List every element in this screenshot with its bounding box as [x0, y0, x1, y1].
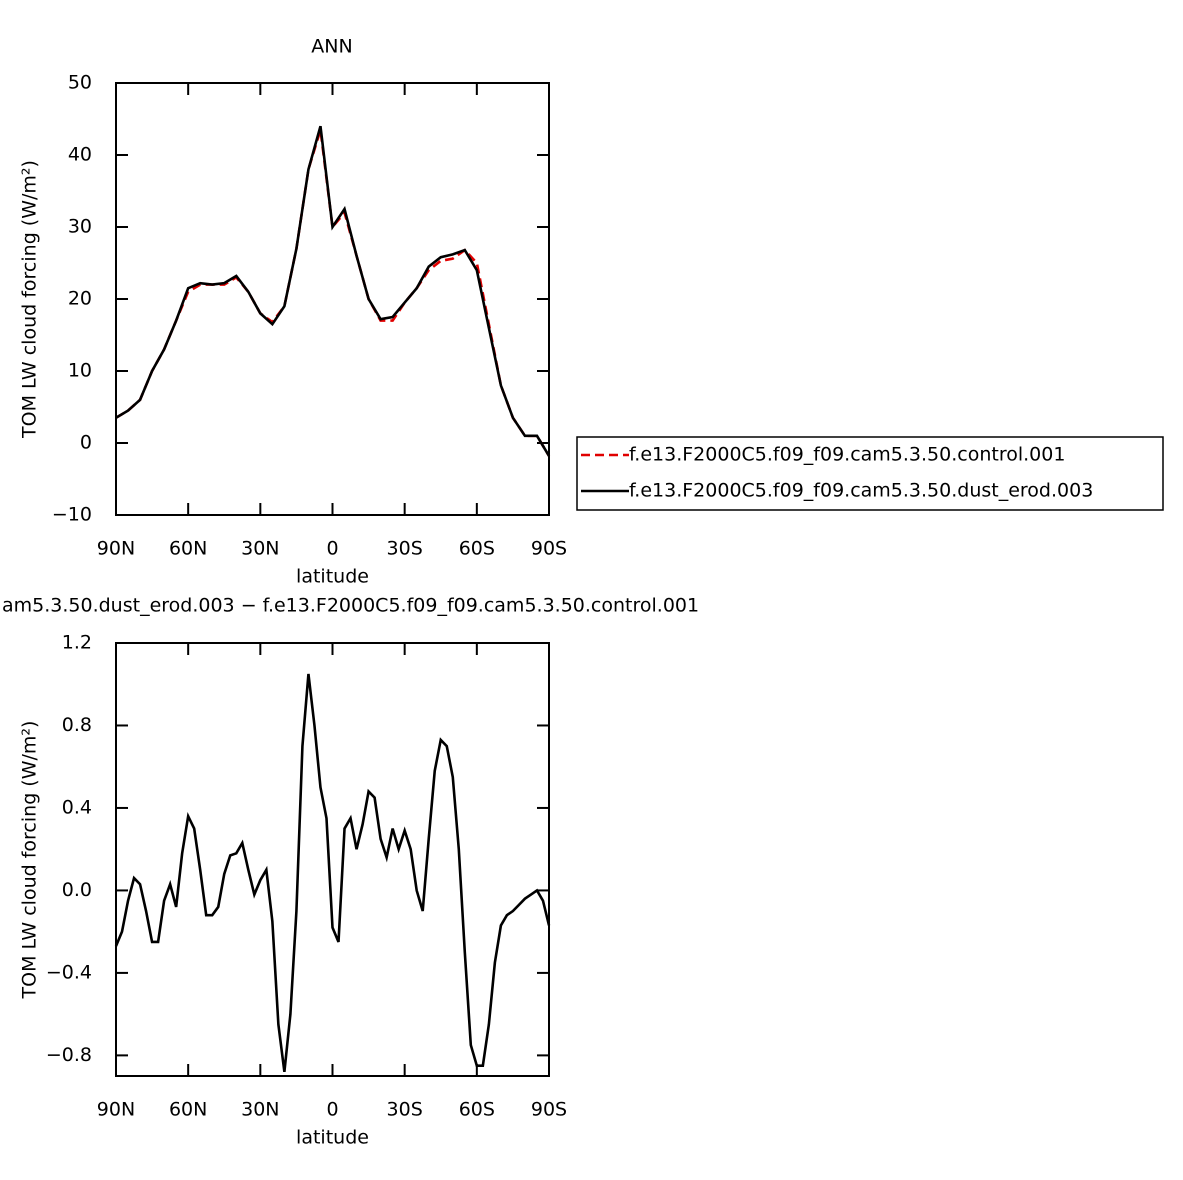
series-line [114, 673, 551, 1073]
y-tick-label: 40 [68, 144, 92, 166]
legend-label: f.e13.F2000C5.f09_f09.cam5.3.50.control.… [629, 444, 1065, 466]
x-axis-label: latitude [296, 1127, 369, 1149]
y-axis-label: TOM LW cloud forcing (W/m²) [19, 160, 41, 439]
plot-frame [115, 642, 550, 1077]
y-tick-label: −10 [52, 504, 92, 526]
x-tick-label: 30N [241, 538, 279, 560]
series-line [115, 125, 551, 457]
y-tick-label: 1.2 [62, 632, 92, 654]
x-tick-label: 0 [326, 1099, 338, 1121]
x-tick-label: 60S [459, 538, 495, 560]
x-tick-label: 90N [97, 538, 135, 560]
x-tick-label: 0 [326, 538, 338, 560]
chart-title: ANN [311, 36, 352, 58]
x-tick-label: 90S [531, 1099, 567, 1121]
x-tick-label: 90N [97, 1099, 135, 1121]
y-tick-label: 20 [68, 288, 92, 310]
x-tick-label: 90S [531, 538, 567, 560]
chart-title: am5.3.50.dust_erod.003 − f.e13.F2000C5.f… [2, 595, 699, 617]
series-line [115, 129, 551, 457]
x-tick-label: 30S [387, 538, 423, 560]
x-tick-label: 60N [169, 538, 207, 560]
y-tick-label: 50 [68, 72, 92, 94]
y-tick-label: 0 [80, 432, 92, 454]
y-tick-label: 0.0 [62, 879, 92, 901]
legend-label: f.e13.F2000C5.f09_f09.cam5.3.50.dust_ero… [629, 480, 1093, 502]
legend-box [576, 436, 1164, 511]
x-tick-label: 30N [241, 1099, 279, 1121]
y-tick-label: 0.4 [62, 796, 92, 818]
y-tick-label: 30 [68, 216, 92, 238]
y-tick-label: 10 [68, 360, 92, 382]
plot-frame [115, 82, 550, 516]
x-axis-label: latitude [296, 566, 369, 588]
x-tick-label: 60S [459, 1099, 495, 1121]
x-tick-label: 60N [169, 1099, 207, 1121]
x-tick-label: 30S [387, 1099, 423, 1121]
y-tick-label: 0.8 [62, 714, 92, 736]
y-tick-label: −0.4 [46, 961, 92, 983]
y-tick-label: −0.8 [46, 1044, 92, 1066]
y-axis-label: TOM LW cloud forcing (W/m²) [19, 721, 41, 1000]
